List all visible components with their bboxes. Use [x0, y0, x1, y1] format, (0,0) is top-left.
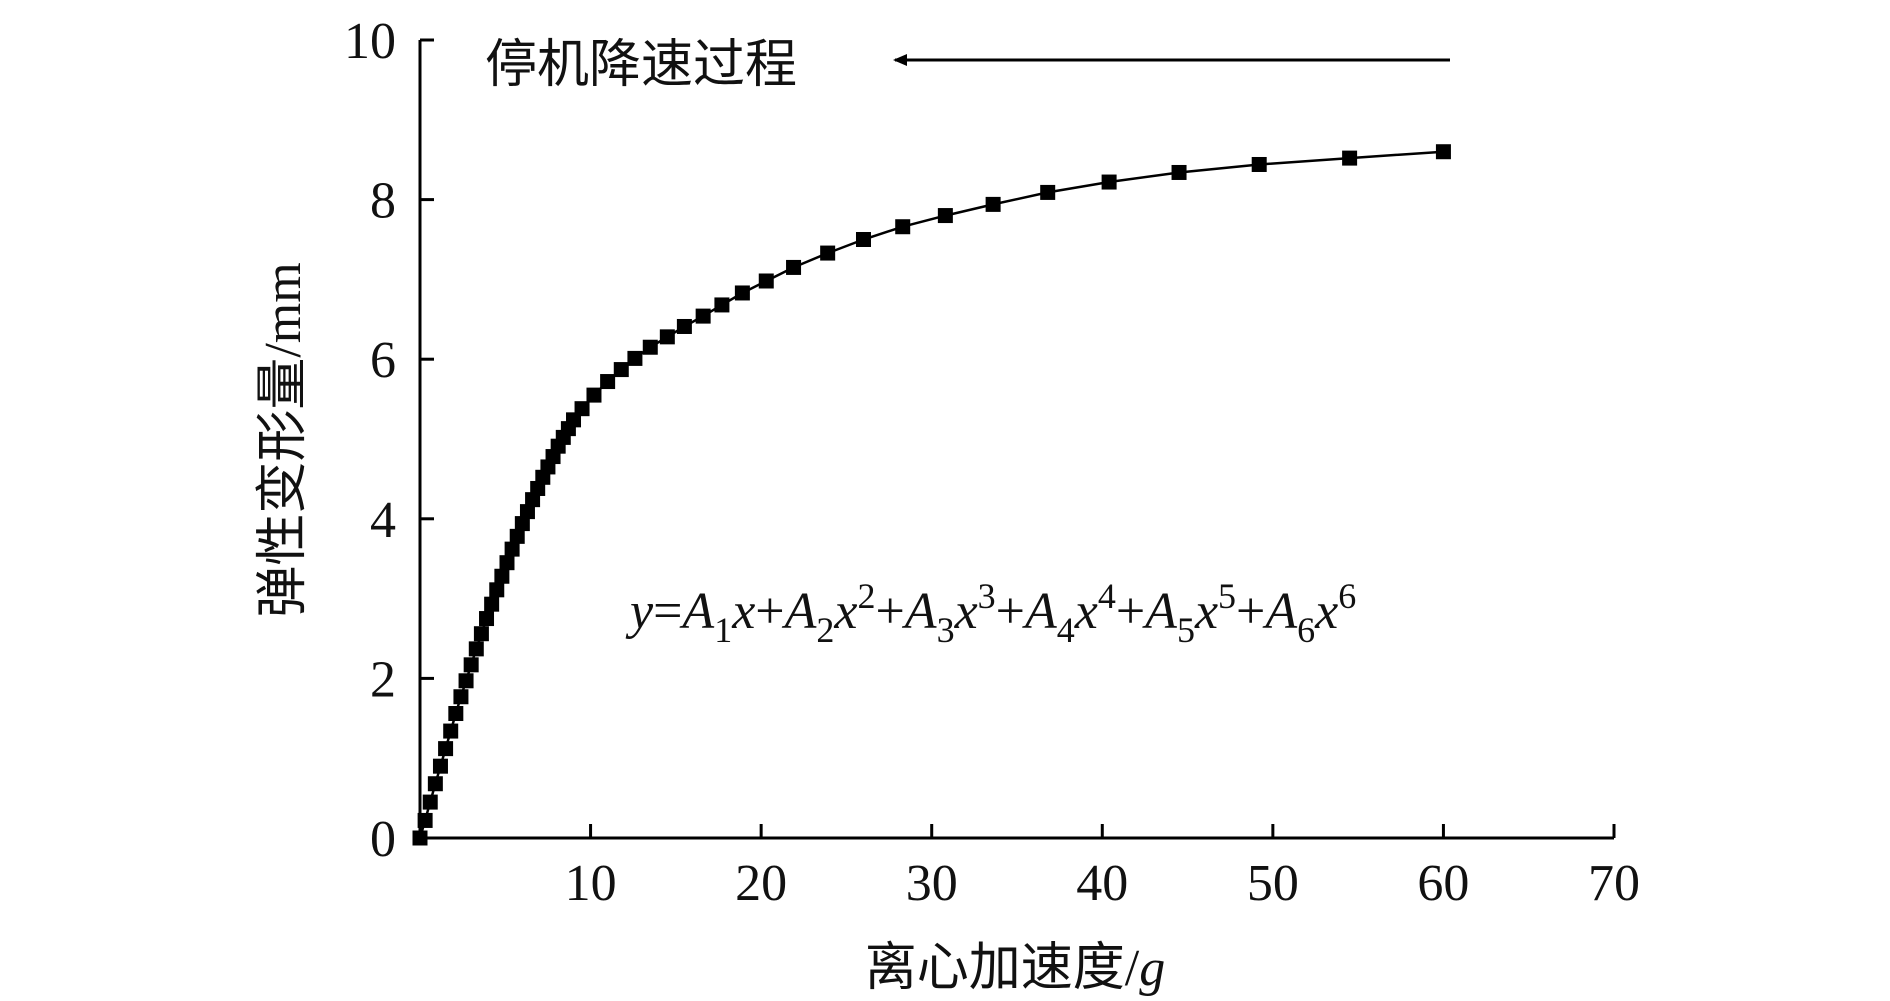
data-point	[509, 528, 525, 544]
data-point	[786, 259, 802, 275]
data-point	[1171, 164, 1187, 180]
data-point	[820, 245, 836, 261]
data-point	[600, 374, 616, 390]
y-tick-label: 8	[370, 173, 396, 230]
data-point	[1435, 144, 1451, 160]
data-point	[432, 758, 448, 774]
y-tick-label: 6	[370, 332, 396, 389]
data-point	[417, 812, 433, 828]
x-tick-label: 60	[1417, 855, 1469, 912]
data-point	[613, 362, 629, 378]
data-point	[714, 297, 730, 313]
data-point	[895, 219, 911, 235]
data-point	[427, 776, 443, 792]
data-point	[514, 516, 530, 532]
data-point	[676, 318, 692, 334]
x-tick-label: 50	[1247, 855, 1299, 912]
x-tick-label: 40	[1076, 855, 1128, 912]
data-point	[1040, 184, 1056, 200]
data-point	[448, 706, 464, 722]
data-point	[494, 568, 510, 584]
data-point	[412, 830, 428, 846]
annotation-text: 停机降速过程	[485, 37, 797, 94]
data-point	[855, 232, 871, 247]
x-axis-title: 离心加速度/g	[865, 940, 1165, 997]
data-point	[1101, 174, 1117, 190]
tick-label-group: 10 20 30 40 50 60 70 0 2 4 6 8 10	[344, 13, 1640, 912]
data-point	[659, 329, 675, 345]
data-point	[479, 611, 495, 627]
data-point	[985, 196, 1001, 212]
data-point	[443, 723, 459, 739]
y-axis-title: 弹性变形量/mm	[255, 262, 312, 617]
data-point	[499, 555, 515, 571]
data-point	[937, 208, 953, 224]
data-point	[758, 273, 774, 289]
y-tick-label: 0	[370, 811, 396, 868]
data-point	[1251, 156, 1267, 172]
data-point	[453, 689, 469, 705]
series-line	[418, 150, 1444, 839]
data-point	[504, 541, 520, 557]
x-tick-label: 10	[565, 855, 617, 912]
y-tick-label: 10	[344, 13, 396, 70]
formula-text: y=A1x+A2x2​+A3x3​+A4x4​+A5x5​+A6x6​	[625, 576, 1356, 650]
y-tick-label: 4	[370, 492, 396, 549]
x-tick-label: 30	[906, 855, 958, 912]
data-point	[473, 626, 489, 642]
data-point	[574, 401, 590, 417]
y-tick-label: 2	[370, 651, 396, 708]
data-point	[489, 582, 505, 598]
data-point	[586, 387, 602, 403]
data-point	[422, 794, 438, 810]
data-point	[695, 308, 711, 324]
data-point	[463, 657, 479, 673]
data-point	[458, 673, 474, 689]
data-point	[438, 741, 454, 757]
data-point	[734, 285, 750, 301]
data-point	[1342, 150, 1358, 166]
data-point	[468, 641, 484, 657]
data-point	[519, 504, 535, 520]
data-point	[484, 596, 500, 612]
data-point	[642, 339, 658, 355]
tick-group	[420, 38, 1616, 840]
marker-group	[412, 144, 1451, 846]
x-tick-label: 70	[1588, 855, 1640, 912]
x-tick-label: 20	[735, 855, 787, 912]
data-point	[627, 350, 643, 366]
